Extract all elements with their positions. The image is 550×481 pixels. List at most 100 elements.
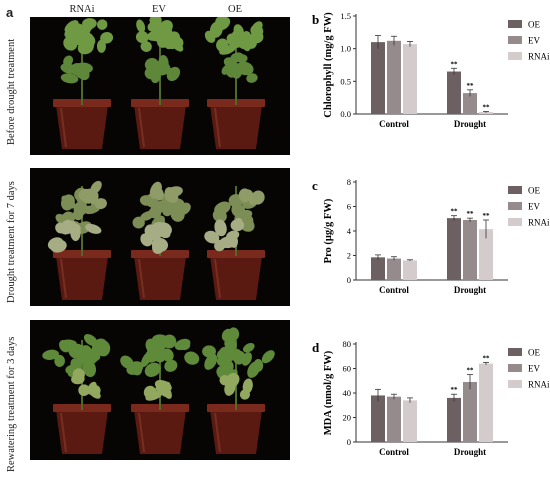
leaf (219, 44, 237, 55)
x-tick-label: Drought (454, 119, 486, 129)
leaf (149, 181, 162, 199)
leaf (148, 207, 162, 219)
leaf (42, 349, 59, 360)
pot-body (210, 105, 262, 149)
leaf (236, 61, 254, 76)
panel-letter-d: d (312, 340, 320, 355)
leaf (96, 19, 108, 30)
chart-proline: c Pro (μg/g FW) 0 2 4 6 8 Control ** ** ** Drought O… (312, 177, 550, 295)
leaf (241, 32, 252, 42)
significance-mark: ** (451, 208, 459, 216)
x-tick-label: Control (379, 119, 409, 129)
leaf (164, 190, 178, 203)
bar-oe-control (371, 395, 385, 442)
bar-oe-drought (447, 71, 461, 114)
leaf (73, 202, 84, 215)
pot-highlight (138, 412, 145, 453)
legend-label-oe: OE (528, 20, 540, 30)
leaf (71, 373, 85, 385)
leaf (85, 223, 102, 234)
bar-rnai-control (403, 260, 417, 280)
leaf (247, 361, 261, 378)
leaf (220, 359, 232, 371)
row-label-before-text: Before drought treatment (6, 38, 17, 145)
pot-highlight (138, 107, 145, 148)
column-label-rnai: RNAi (69, 4, 95, 15)
leaf (241, 352, 252, 366)
leaf (160, 60, 172, 76)
bar-ev-drought (463, 93, 477, 114)
legend-label-oe: OE (528, 186, 540, 196)
bar-rnai-control (403, 400, 417, 442)
row-label-rewatering-text: Rewatering treatment for 3 days (6, 336, 17, 472)
pot-highlight (60, 107, 67, 148)
legend-swatch-oe (508, 20, 522, 28)
y-tick-label: 4 (347, 226, 352, 236)
legend-swatch-rnai (508, 380, 522, 388)
leaf (214, 219, 227, 237)
leaf (240, 189, 252, 203)
leaf (239, 389, 250, 400)
leaf (158, 25, 167, 40)
leaf (232, 217, 243, 231)
significance-mark: ** (483, 103, 491, 111)
y-tick-label: 80 (343, 339, 352, 349)
leaf (225, 372, 240, 388)
legend-swatch-ev (508, 364, 522, 372)
significance-mark: ** (467, 82, 475, 90)
leaf (251, 190, 265, 205)
bar-oe-control (371, 42, 385, 115)
leaf (60, 73, 79, 84)
pot-body (210, 410, 262, 454)
legend-swatch-oe (508, 186, 522, 194)
bar-ev-control (387, 258, 401, 280)
leaf (82, 360, 93, 370)
legend-label-ev: EV (528, 202, 540, 212)
y-tick-label: 6 (347, 202, 351, 212)
bar-ev-control (387, 396, 401, 442)
leaf (84, 188, 97, 203)
bar-rnai-drought (479, 363, 493, 442)
leaf (144, 224, 157, 238)
pot-highlight (214, 107, 221, 148)
row-label-drought: Drought treatment for 7 days (6, 168, 20, 306)
leaf (145, 390, 163, 401)
legend-swatch-rnai (508, 52, 522, 60)
legend-label-ev: EV (528, 36, 540, 46)
panel-letter-a: a (6, 5, 14, 20)
leaf (261, 350, 275, 364)
y-tick-label: 0.5 (340, 76, 351, 86)
significance-mark: ** (483, 354, 491, 362)
column-label-ev: EV (152, 4, 166, 15)
leaf (162, 202, 174, 217)
leaf (246, 73, 258, 83)
leaf (75, 65, 90, 76)
bar-oe-drought (447, 218, 461, 280)
leaf (140, 351, 153, 368)
leaf (59, 340, 71, 353)
y-tick-label: 2 (347, 251, 351, 261)
y-tick-label: 1.0 (340, 44, 351, 54)
y-axis-label: Chlorophyll (mg/g FW) (323, 12, 334, 118)
significance-mark: ** (467, 367, 475, 375)
pot-body (56, 410, 108, 454)
leaf (86, 352, 101, 362)
leaf (175, 202, 191, 216)
leaf (79, 23, 92, 40)
legend-label-rnai: RNAi (528, 218, 550, 228)
y-tick-label: 8 (347, 177, 351, 187)
pot-highlight (60, 258, 67, 299)
leaf (250, 30, 264, 44)
leaf (158, 383, 169, 397)
photo-before-drought (30, 17, 290, 155)
leaf (202, 345, 216, 358)
leaf (100, 32, 114, 44)
significance-mark: ** (467, 210, 475, 218)
leaf (204, 230, 220, 244)
pot-body (56, 256, 108, 300)
leaf (64, 20, 79, 33)
leaf (83, 334, 98, 347)
panel-letter-c: c (312, 178, 318, 193)
photo-drawing (47, 180, 265, 300)
leaf (164, 359, 178, 372)
